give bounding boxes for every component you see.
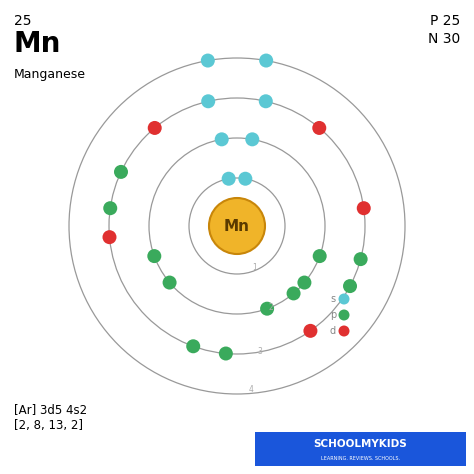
Text: Manganese: Manganese	[14, 68, 86, 81]
Circle shape	[287, 286, 301, 301]
Circle shape	[357, 201, 371, 215]
Text: 2: 2	[269, 303, 274, 312]
Text: N 30: N 30	[428, 32, 460, 46]
Text: s: s	[330, 294, 335, 304]
Circle shape	[222, 172, 236, 186]
Text: Mn: Mn	[14, 30, 61, 58]
Circle shape	[201, 94, 215, 108]
Circle shape	[303, 324, 318, 338]
Circle shape	[312, 121, 326, 135]
Circle shape	[297, 275, 311, 290]
Circle shape	[238, 172, 252, 186]
Text: SCHOOLMYKIDS: SCHOOLMYKIDS	[314, 439, 407, 449]
Text: 25: 25	[14, 14, 31, 28]
Circle shape	[313, 249, 327, 263]
Circle shape	[147, 249, 161, 263]
Text: [2, 8, 13, 2]: [2, 8, 13, 2]	[14, 419, 83, 432]
Circle shape	[338, 326, 349, 337]
Text: p: p	[330, 310, 336, 320]
Circle shape	[245, 132, 259, 146]
Text: 4: 4	[249, 385, 254, 394]
Circle shape	[114, 165, 128, 179]
Text: 1: 1	[252, 264, 257, 273]
Text: Mn: Mn	[224, 219, 250, 234]
Circle shape	[338, 293, 349, 304]
Circle shape	[343, 279, 357, 293]
Circle shape	[260, 301, 274, 316]
Circle shape	[186, 339, 200, 353]
Text: LEARNING. REVIEWS. SCHOOLS.: LEARNING. REVIEWS. SCHOOLS.	[321, 456, 400, 461]
Text: d: d	[330, 326, 336, 336]
Circle shape	[103, 201, 117, 215]
Circle shape	[219, 346, 233, 361]
Circle shape	[163, 275, 177, 290]
Circle shape	[338, 310, 349, 320]
Text: P 25: P 25	[430, 14, 460, 28]
Circle shape	[215, 132, 229, 146]
Circle shape	[354, 252, 368, 266]
Text: 3: 3	[257, 346, 262, 356]
Circle shape	[102, 230, 117, 244]
Circle shape	[148, 121, 162, 135]
Circle shape	[201, 54, 215, 68]
Circle shape	[259, 54, 273, 68]
Text: [Ar] 3d5 4s2: [Ar] 3d5 4s2	[14, 403, 87, 416]
Circle shape	[259, 94, 273, 108]
Circle shape	[209, 198, 265, 254]
FancyBboxPatch shape	[255, 432, 466, 466]
